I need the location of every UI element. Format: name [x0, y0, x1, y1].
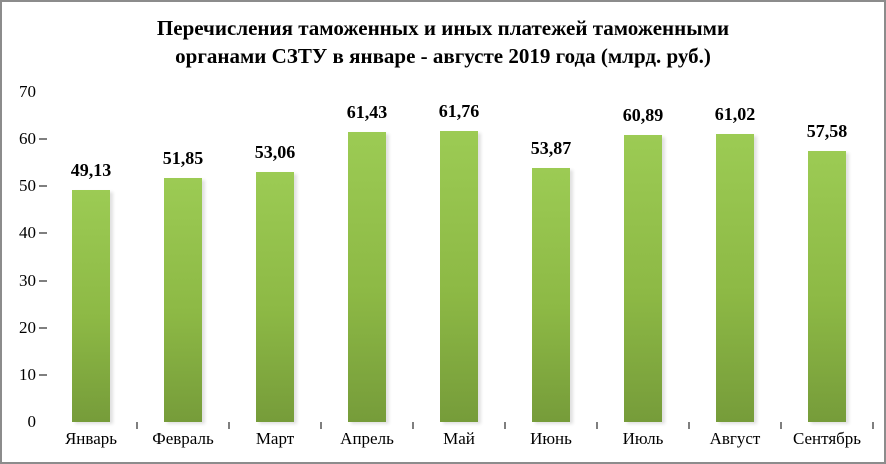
y-axis-tick-label: 0	[27, 412, 37, 431]
x-axis-category-label: Июнь	[530, 429, 572, 448]
y-axis-tick-label: 30	[19, 270, 36, 290]
x-axis-category-label: Январь	[64, 429, 118, 448]
y-axis-tick-mark	[39, 279, 47, 282]
bar-6	[532, 168, 570, 422]
x-axis-category-label: Август	[709, 429, 761, 448]
bar-2	[164, 177, 202, 422]
y-axis-tick-label: 20	[19, 317, 36, 337]
x-axis-tick-mark	[228, 422, 230, 429]
x-axis-category-label: Июль	[622, 429, 664, 448]
chart-title-line2: органами СЗТУ в январе - августе 2019 го…	[175, 44, 711, 68]
bar-7	[624, 134, 662, 422]
bar-9	[808, 150, 846, 422]
y-axis-tick-label: 40	[19, 223, 36, 243]
x-axis-category-label: Сентябрь	[792, 429, 862, 448]
x-axis-tick-mark	[596, 422, 598, 429]
chart-title: Перечисления таможенных и иных платежей …	[2, 14, 884, 70]
x-axis-tick-mark	[872, 422, 874, 429]
bar-value-label: 57,58	[806, 120, 848, 141]
bar-value-label: 61,02	[714, 104, 756, 125]
bar-3	[256, 171, 294, 422]
chart-title-line1: Перечисления таможенных и иных платежей …	[156, 16, 730, 40]
bar-5	[440, 130, 478, 422]
y-axis-tick-mark	[39, 326, 47, 329]
x-axis-category-label: Февраль	[152, 429, 214, 448]
bar-8	[716, 134, 754, 422]
x-axis-category-label: Март	[255, 429, 295, 448]
x-axis-category-label: Апрель	[340, 429, 394, 448]
bar-value-label: 60,89	[622, 104, 664, 125]
y-axis-tick-label: 70	[19, 82, 36, 101]
y-axis-tick-label: 10	[19, 364, 36, 384]
y-axis-tick-mark	[39, 138, 47, 141]
y-axis-tick-mark	[39, 185, 47, 188]
x-axis-category-label: Май	[443, 429, 475, 448]
bar-1	[72, 190, 110, 422]
bar-value-label: 61,76	[438, 100, 480, 121]
x-axis-tick-mark	[780, 422, 782, 429]
y-axis-tick-mark	[39, 373, 47, 376]
y-axis-tick-mark	[39, 232, 47, 235]
bar-value-label: 53,06	[254, 141, 296, 162]
y-axis-tick-label: 50	[19, 176, 36, 196]
y-axis-tick-label: 60	[19, 129, 36, 149]
bar-value-label: 61,43	[346, 102, 388, 123]
x-axis-tick-mark	[412, 422, 414, 429]
x-axis-tick-mark	[320, 422, 322, 429]
bar-4	[348, 132, 386, 422]
bar-value-label: 53,87	[530, 138, 572, 159]
bar-value-label: 51,85	[162, 147, 204, 168]
x-axis-tick-mark	[688, 422, 690, 429]
bar-value-label: 49,13	[70, 160, 112, 181]
x-axis-tick-mark	[136, 422, 138, 429]
x-axis-tick-mark	[504, 422, 506, 429]
